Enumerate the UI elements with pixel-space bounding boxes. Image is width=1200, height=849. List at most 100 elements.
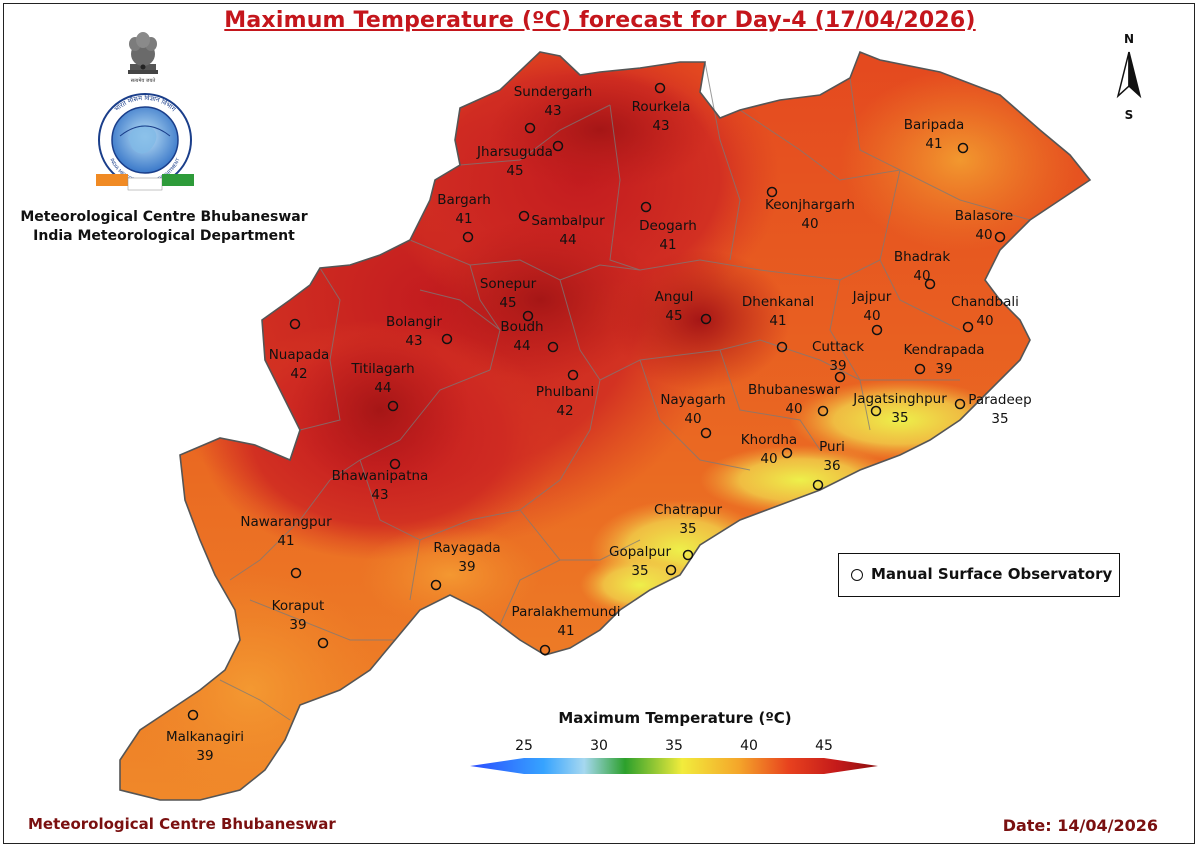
station-temperature: 39 xyxy=(458,559,475,575)
colorbar-tick-label: 45 xyxy=(815,738,833,754)
station-dhenkanal: Dhenkanal 41 xyxy=(742,294,814,353)
station-phulbani: Phulbani 42 xyxy=(536,369,594,419)
station-malkanagiri: Malkanagiri 39 xyxy=(166,709,244,764)
observatory-circle-icon xyxy=(441,333,453,345)
observatory-circle-icon xyxy=(552,140,564,152)
station-bhadrak: Bhadrak 40 xyxy=(894,249,950,290)
observatory-circle-icon xyxy=(640,201,652,213)
station-name: Nawarangpur xyxy=(240,514,332,530)
station-sundergarh: Sundergarh 43 xyxy=(514,84,593,134)
station-temperature: 41 xyxy=(769,313,786,329)
station-temperature: 42 xyxy=(556,403,573,419)
north-arrow: N S xyxy=(1104,30,1154,122)
station-sonepur: Sonepur 45 xyxy=(480,276,537,322)
observatory-circle-icon xyxy=(462,231,474,243)
north-label: N xyxy=(1123,32,1135,46)
station-name: Nuapada xyxy=(269,347,330,363)
station-jagatsinghpur: Jagatsinghpur 35 xyxy=(852,391,947,426)
station-name: Jagatsinghpur xyxy=(852,391,947,407)
station-name: Baripada xyxy=(904,117,965,133)
observatory-circle-icon xyxy=(665,564,677,576)
observatory-circle-icon xyxy=(924,278,936,290)
station-puri: Puri 36 xyxy=(812,439,845,491)
station-name: Bhadrak xyxy=(894,249,950,265)
station-temperature: 45 xyxy=(665,308,682,324)
south-label: S xyxy=(1124,108,1134,122)
station-temperature: 35 xyxy=(891,410,908,426)
observatory-circle-icon xyxy=(817,405,829,417)
station-boudh: Boudh 44 xyxy=(500,319,559,354)
observatory-circle-icon xyxy=(871,324,883,336)
colorbar-tick-label: 30 xyxy=(590,738,608,754)
station-temperature: 41 xyxy=(557,623,574,639)
station-chandbali: Chandbali 40 xyxy=(951,294,1019,333)
station-name: Paradeep xyxy=(968,392,1031,408)
stations-layer: Sundergarh 43 Rourkela 43 Jharsuguda 45 Bargar… xyxy=(166,82,1032,764)
station-temperature: 43 xyxy=(544,103,561,119)
observatory-circle-icon xyxy=(994,231,1006,243)
station-temperature: 39 xyxy=(289,617,306,633)
station-name: Sundergarh xyxy=(514,84,593,100)
station-name: Keonjhargarh xyxy=(765,197,855,213)
station-name: Malkanagiri xyxy=(166,729,244,745)
district-boundaries xyxy=(219,61,1031,721)
station-temperature: 44 xyxy=(513,338,530,354)
station-name: Kendrapada xyxy=(903,342,984,358)
observatory-circle-icon xyxy=(682,549,694,561)
station-deogarh: Deogarh 41 xyxy=(639,201,697,253)
station-temperature: 40 xyxy=(801,216,818,232)
station-temperature: 44 xyxy=(374,380,391,396)
observatory-circle-icon xyxy=(187,709,199,721)
station-name: Sonepur xyxy=(480,276,537,292)
station-kendrapada: Kendrapada 39 xyxy=(903,342,984,377)
station-rayagada: Rayagada 39 xyxy=(430,540,501,591)
station-baripada: Baripada 41 xyxy=(904,117,969,154)
station-temperature: 41 xyxy=(659,237,676,253)
observatory-circle-icon xyxy=(654,82,666,94)
station-bhawanipatna: Bhawanipatna 43 xyxy=(332,458,428,503)
observatory-circle-icon xyxy=(700,427,712,439)
colorbar-bar xyxy=(470,758,878,774)
station-name: Bargarh xyxy=(437,192,491,208)
station-temperature: 44 xyxy=(559,232,576,248)
observatory-circle-icon xyxy=(430,579,442,591)
station-nayagarh: Nayagarh 40 xyxy=(660,392,726,439)
observatory-circle-icon xyxy=(518,210,530,222)
station-temperature: 40 xyxy=(913,268,930,284)
observatory-circle-icon xyxy=(957,142,969,154)
station-nuapada: Nuapada 42 xyxy=(269,318,330,382)
station-nawarangpur: Nawarangpur 41 xyxy=(240,514,332,579)
station-jajpur: Jajpur 40 xyxy=(852,289,892,336)
station-name: Dhenkanal xyxy=(742,294,814,310)
station-name: Bhubaneswar xyxy=(748,382,840,398)
observatory-circle-icon xyxy=(567,369,579,381)
station-name: Rourkela xyxy=(632,99,691,115)
station-temperature: 36 xyxy=(823,458,840,474)
station-name: Jajpur xyxy=(852,289,892,305)
station-bhubaneswar: Bhubaneswar 40 xyxy=(748,382,840,417)
station-temperature: 43 xyxy=(405,333,422,349)
station-temperature: 40 xyxy=(785,401,802,417)
station-name: Paralakhemundi xyxy=(512,604,621,620)
observatory-circle-icon xyxy=(700,313,712,325)
station-temperature: 41 xyxy=(277,533,294,549)
station-bolangir: Bolangir 43 xyxy=(386,314,453,349)
station-temperature: 43 xyxy=(652,118,669,134)
observatory-circle-icon xyxy=(834,371,846,383)
station-gopalpur: Gopalpur 35 xyxy=(609,544,677,579)
station-balasore: Balasore 40 xyxy=(955,208,1013,243)
footer-date: Date: 14/04/2026 xyxy=(1002,816,1158,835)
station-sambalpur: Sambalpur 44 xyxy=(518,210,605,248)
observatory-circle-icon xyxy=(962,321,974,333)
station-name: Chatrapur xyxy=(654,502,722,518)
station-cuttack: Cuttack 39 xyxy=(812,339,864,383)
station-keonjhargarh: Keonjhargarh 40 xyxy=(765,186,855,232)
observatory-circle-icon xyxy=(954,398,966,410)
station-angul: Angul 45 xyxy=(655,289,712,325)
station-jharsuguda: Jharsuguda 45 xyxy=(476,140,564,179)
observatory-circle-icon xyxy=(766,186,778,198)
observatory-circle-icon xyxy=(522,310,534,322)
station-temperature: 43 xyxy=(371,487,388,503)
observatory-circle-icon xyxy=(539,644,551,656)
station-paralakhemundi: Paralakhemundi 41 xyxy=(512,604,621,656)
